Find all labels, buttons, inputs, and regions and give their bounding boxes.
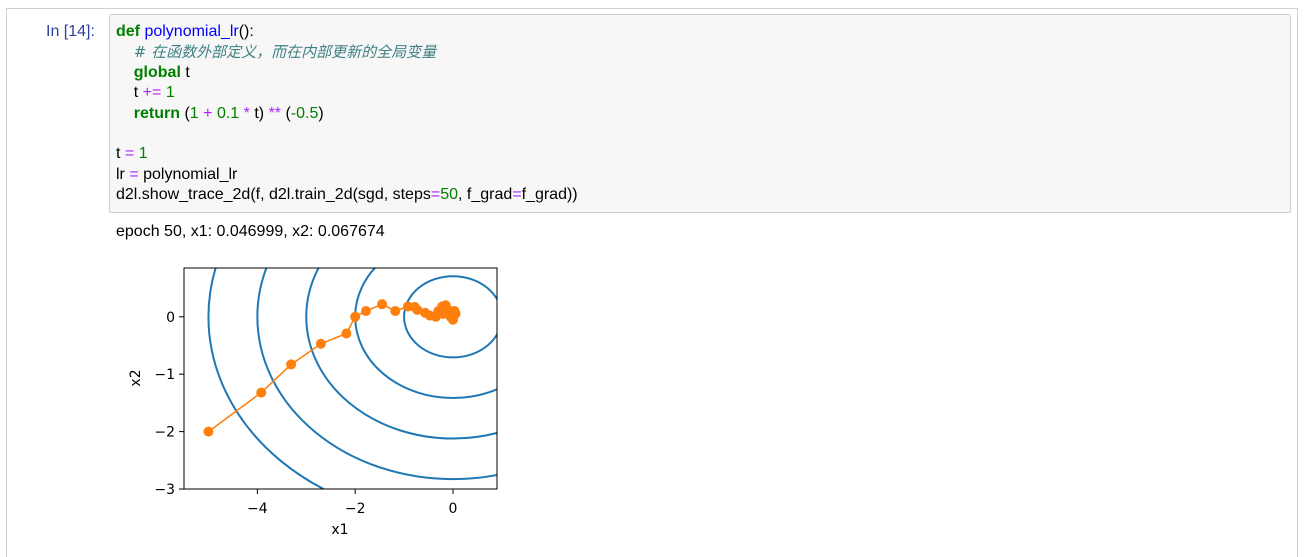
code-token: ( [281, 104, 291, 122]
y-axis-label: x2 [128, 369, 144, 386]
code-token: global [133, 63, 181, 81]
y-tick-label: 0 [166, 310, 175, 326]
code-token: t) [249, 104, 269, 122]
code-token: polynomial_lr [144, 23, 239, 40]
code-token: = [124, 145, 135, 163]
code-token: 50 [440, 186, 458, 204]
code-token: return [133, 104, 181, 122]
x-tick-label: −4 [247, 501, 268, 517]
trace-line [207, 303, 457, 433]
code-token: + [203, 104, 213, 122]
code-token: ) [318, 104, 324, 122]
code-token: = [430, 186, 441, 204]
code-token: f_grad)) [521, 186, 578, 204]
trace-point [203, 426, 214, 437]
code-token: t [180, 63, 190, 81]
axes-frame [183, 267, 498, 490]
code-line: t = 1 [116, 144, 578, 164]
code-token: = [129, 165, 139, 183]
contour-level-4 [207, 268, 326, 489]
code-token: d2l.show_trace_2d(f, d2l.train_2d(sgd, s… [116, 186, 431, 204]
code-token: (): [238, 23, 254, 40]
code-line: d2l.show_trace_2d(f, d2l.train_2d(sgd, s… [116, 185, 578, 205]
contour-level-2 [305, 268, 497, 440]
code-token: , f_grad [458, 186, 513, 204]
trace-point [390, 306, 401, 317]
trace-point [360, 306, 371, 317]
output-text: epoch 50, x1: 0.046999, x2: 0.067674 [116, 223, 385, 240]
trace-point [377, 299, 388, 310]
code-line: t += 1 [116, 83, 578, 103]
x-tick-label: 0 [449, 501, 458, 517]
trace-point [256, 387, 267, 398]
code-line: global t [116, 63, 578, 83]
x-tick-label: −2 [345, 501, 366, 517]
code-editor[interactable]: def polynomial_lr(): # 在函数外部定义，而在内部更新的全局… [109, 14, 1291, 213]
code-token: 1 [138, 145, 148, 163]
code-token: polynomial_lr [138, 165, 238, 183]
trace-point [315, 338, 326, 349]
code-text[interactable]: def polynomial_lr(): # 在函数外部定义，而在内部更新的全局… [116, 22, 578, 206]
axis-ticks: −4 −2 0 −3 −2 −1 0 [154, 310, 457, 517]
code-token: 0.1 [216, 104, 240, 122]
code-token: ** [268, 104, 282, 122]
code-token: lr [116, 165, 130, 183]
trace-point [412, 304, 423, 315]
y-tick-label: −3 [154, 482, 175, 498]
code-token: 1 [165, 84, 175, 102]
code-line: # 在函数外部定义，而在内部更新的全局变量 [116, 42, 578, 62]
code-token: += [142, 84, 162, 102]
trace-point [450, 307, 461, 318]
contour-level-0 [403, 275, 497, 359]
code-token: t [116, 145, 125, 163]
x-axis-label: x1 [331, 522, 348, 538]
code-token: # 在函数外部定义，而在内部更新的全局变量 [133, 43, 437, 62]
code-line: def polynomial_lr(): [116, 22, 578, 42]
code-line: return (1 + 0.1 * t) ** (-0.5) [116, 104, 578, 124]
contour-level-3 [256, 268, 497, 481]
code-token: def [116, 23, 140, 40]
code-token: = [512, 186, 522, 204]
y-tick-label: −1 [154, 367, 175, 383]
trace-series [203, 299, 461, 437]
input-prompt: In [14]: [46, 23, 95, 40]
code-token: ( [180, 104, 190, 122]
trace-point [286, 359, 297, 370]
trace-point [341, 328, 352, 339]
code-line: lr = polynomial_lr [116, 165, 578, 185]
y-tick-label: −2 [154, 425, 175, 441]
code-token: 1 [189, 104, 199, 122]
code-token: * [243, 104, 250, 122]
code-token: -0.5 [290, 104, 319, 122]
code-token: t [116, 84, 143, 102]
notebook-cell[interactable] [6, 8, 1298, 557]
trace-point [350, 311, 361, 322]
